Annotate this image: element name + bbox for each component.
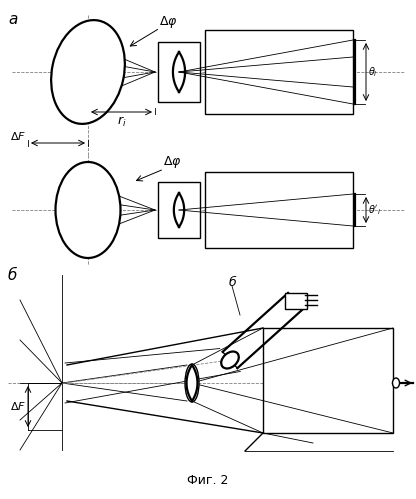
Bar [263, 328, 393, 433]
Text: а: а [8, 12, 17, 27]
Text: Фиг. 2: Фиг. 2 [187, 474, 229, 487]
Bar [158, 182, 200, 238]
Text: $\theta_i$: $\theta_i$ [368, 65, 378, 79]
Bar [285, 293, 307, 309]
Ellipse shape [185, 364, 199, 402]
Text: $r_i$: $r_i$ [117, 115, 126, 129]
Bar [205, 172, 353, 248]
Text: $\Delta F$: $\Delta F$ [10, 401, 26, 413]
Text: $\Delta\varphi$: $\Delta\varphi$ [158, 14, 177, 30]
Text: $\Delta\varphi$: $\Delta\varphi$ [163, 154, 181, 170]
Bar [205, 30, 353, 114]
Ellipse shape [393, 378, 399, 388]
Text: б: б [228, 275, 236, 288]
Ellipse shape [51, 20, 125, 124]
Ellipse shape [221, 351, 239, 368]
Text: $\theta'_i$: $\theta'_i$ [368, 203, 381, 217]
Ellipse shape [55, 162, 121, 258]
Text: $\Delta F$: $\Delta F$ [10, 130, 26, 142]
Text: б: б [8, 268, 17, 283]
Bar [158, 42, 200, 102]
